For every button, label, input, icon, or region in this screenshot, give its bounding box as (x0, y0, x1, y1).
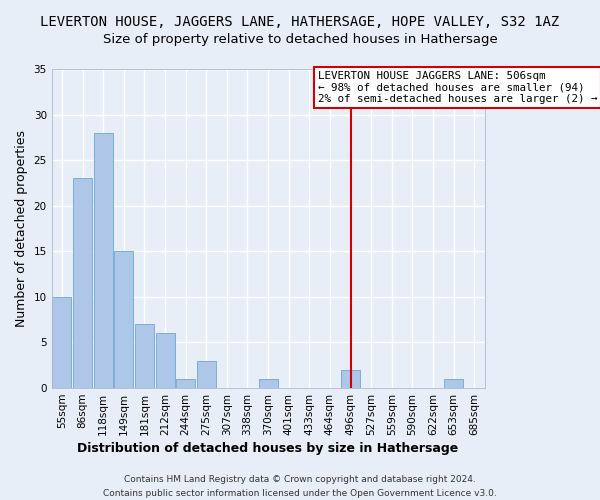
X-axis label: Distribution of detached houses by size in Hathersage: Distribution of detached houses by size … (77, 442, 459, 455)
Text: Size of property relative to detached houses in Hathersage: Size of property relative to detached ho… (103, 32, 497, 46)
Bar (197, 360, 216, 388)
Bar (444, 379, 463, 388)
Bar (115, 252, 133, 388)
Bar (94, 133, 113, 388)
Text: LEVERTON HOUSE, JAGGERS LANE, HATHERSAGE, HOPE VALLEY, S32 1AZ: LEVERTON HOUSE, JAGGERS LANE, HATHERSAGE… (40, 15, 560, 29)
Bar (341, 370, 360, 388)
Bar (155, 334, 175, 388)
Bar (259, 379, 278, 388)
Bar (176, 379, 195, 388)
Bar (73, 178, 92, 388)
Text: Contains HM Land Registry data © Crown copyright and database right 2024.
Contai: Contains HM Land Registry data © Crown c… (103, 476, 497, 498)
Bar (52, 297, 71, 388)
Bar (135, 324, 154, 388)
Y-axis label: Number of detached properties: Number of detached properties (15, 130, 28, 327)
Text: LEVERTON HOUSE JAGGERS LANE: 506sqm
← 98% of detached houses are smaller (94)
2%: LEVERTON HOUSE JAGGERS LANE: 506sqm ← 98… (318, 70, 598, 104)
